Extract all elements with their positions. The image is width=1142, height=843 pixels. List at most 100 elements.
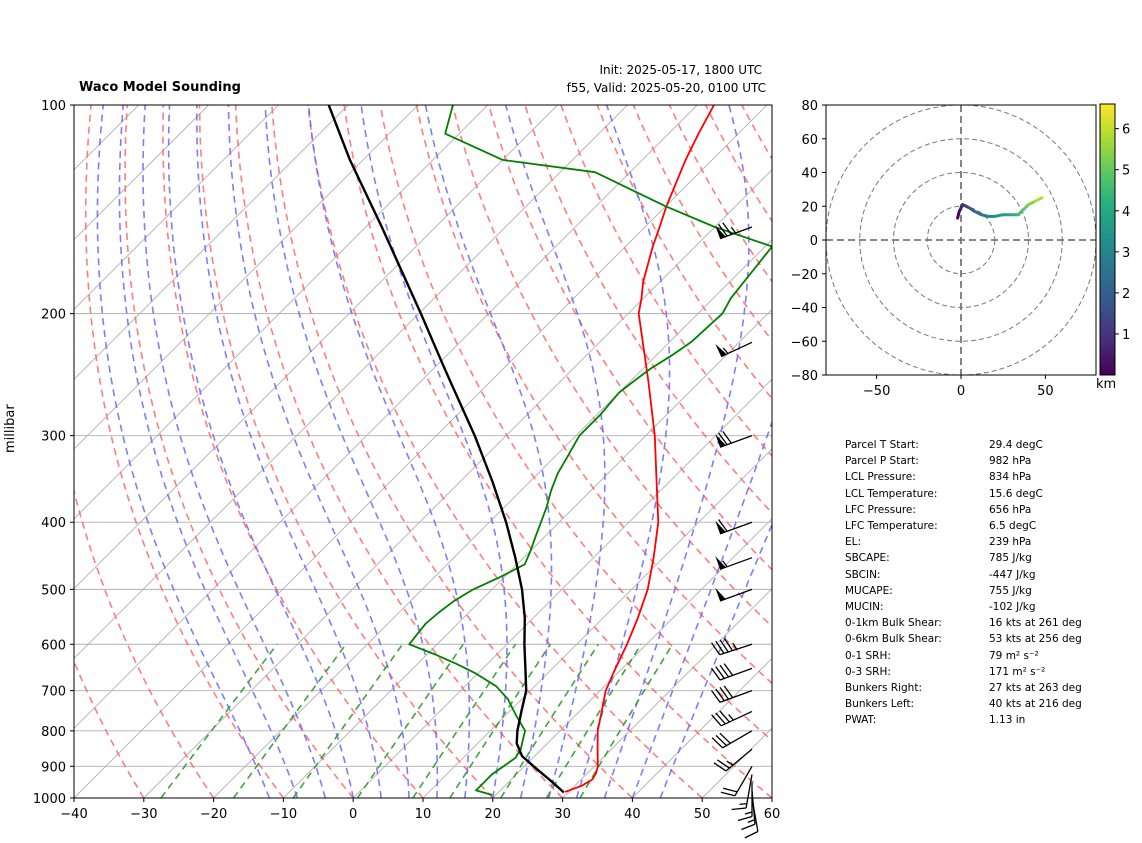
valid-time: f55, Valid: 2025-05-20, 0100 UTC	[566, 81, 766, 95]
dry-adiabat	[84, 105, 285, 798]
mixing-ratio-line	[579, 643, 674, 798]
param-row: Bunkers Left: 40 kts at 216 deg	[845, 696, 1082, 712]
x-tick-label: 10	[415, 807, 432, 822]
param-label: LCL Temperature:	[845, 487, 938, 500]
param-value: 79 m² s⁻²	[989, 649, 1039, 662]
wind-barb	[710, 685, 753, 703]
param-label: LFC Pressure:	[845, 503, 916, 516]
isotherm-line	[561, 587, 772, 798]
param-label: SBCIN:	[845, 568, 881, 581]
moist-adiabat	[424, 105, 553, 798]
x-tick-label: 20	[485, 807, 502, 822]
init-time: Init: 2025-05-17, 1800 UTC	[599, 63, 762, 77]
isotherm-line	[74, 105, 489, 520]
isotherm-line	[74, 105, 629, 660]
param-label: PWAT:	[845, 714, 877, 727]
moist-adiabat	[264, 105, 439, 798]
wind-barb	[731, 774, 753, 811]
moist-adiabat	[575, 105, 671, 798]
hodo-y-tick-label: 0	[810, 234, 818, 249]
moist-adiabat	[118, 105, 299, 798]
moist-adiabat	[659, 522, 772, 798]
dry-adiabat	[451, 105, 772, 628]
param-row: MUCIN: -102 J/kg	[845, 599, 1082, 615]
y-tick-label: 600	[41, 638, 66, 653]
wind-barb	[715, 556, 753, 570]
param-row: PWAT: 1.13 in	[845, 712, 1082, 728]
x-tick-label: 0	[349, 807, 357, 822]
isotherm-line	[143, 169, 772, 798]
moist-adiabat	[631, 419, 772, 798]
x-tick-label: 40	[624, 807, 641, 822]
hodograph-segment	[1033, 196, 1044, 203]
isotherm-line	[74, 105, 419, 450]
isotherm-line	[631, 657, 772, 798]
param-row: LCL Pressure: 834 hPa	[845, 469, 1082, 485]
dry-adiabat	[343, 105, 772, 798]
param-label: Bunkers Right:	[845, 682, 922, 695]
param-label: Parcel T Start:	[845, 439, 919, 451]
moist-adiabat	[96, 105, 271, 798]
param-label: MUCIN:	[845, 601, 884, 614]
moist-adiabat	[227, 105, 410, 798]
chart-title: Waco Model Sounding	[79, 80, 241, 95]
y-tick-label: 700	[41, 685, 66, 700]
dry-adiabat	[124, 105, 354, 798]
hodo-y-tick-label: −80	[791, 369, 818, 384]
wind-barb	[715, 587, 753, 602]
param-value: -447 J/kg	[989, 568, 1036, 581]
hodo-y-tick-label: 80	[801, 99, 818, 114]
dewpoint-profile	[408, 105, 772, 796]
dry-adiabat	[487, 105, 772, 571]
isotherm-line	[74, 105, 698, 729]
mixing-ratio-line	[232, 643, 347, 798]
param-row: 0-6km Bulk Shear: 53 kts at 256 deg	[845, 631, 1082, 647]
moist-adiabat	[504, 105, 606, 798]
y-tick-label: 300	[41, 430, 66, 445]
y-tick-label: 800	[41, 725, 66, 740]
param-row: Parcel T Start: 29.4 degC	[845, 437, 1082, 453]
y-tick-label: 900	[41, 760, 66, 775]
moist-adiabat	[603, 105, 750, 798]
wind-barb	[720, 765, 753, 797]
param-value: 40 kts at 216 deg	[989, 698, 1082, 711]
param-row: MUCAPE: 755 J/kg	[845, 583, 1082, 599]
param-label: MUCAPE:	[845, 584, 893, 597]
x-tick-label: 30	[554, 807, 571, 822]
param-value: 29.4 degC	[989, 439, 1043, 451]
moist-adiabat	[167, 105, 354, 798]
sounding-parameters-table: Parcel T Start: 29.4 degC Parcel P Start: 9…	[845, 437, 1082, 729]
dry-adiabat	[560, 105, 772, 458]
wind-barb	[710, 663, 753, 681]
param-value: 53 kts at 256 deg	[989, 633, 1082, 646]
isotherm-line	[212, 238, 772, 798]
hodo-y-tick-label: −60	[791, 335, 818, 350]
hodo-y-tick-label: −20	[791, 268, 818, 283]
param-value: 656 hPa	[989, 503, 1032, 516]
mixing-ratio-line	[412, 643, 517, 798]
colorbar-tick-label: 2	[1122, 287, 1130, 302]
colorbar-tick-label: 3	[1122, 246, 1130, 261]
param-row: SBCIN: -447 J/kg	[845, 567, 1082, 583]
hodograph-plot-area	[826, 105, 1096, 375]
hodograph-colorbar-label: km	[1096, 377, 1117, 392]
isotherm-line	[492, 518, 772, 798]
param-label: 0-1km Bulk Shear:	[845, 617, 942, 630]
param-label: SBCAPE:	[845, 552, 890, 565]
hodo-x-tick-label: 0	[957, 384, 965, 399]
mixing-ratio-line	[160, 643, 278, 798]
dry-adiabat	[307, 105, 703, 798]
colorbar-tick-label: 5	[1122, 164, 1130, 179]
x-tick-label: 60	[764, 807, 781, 822]
parcel-profile	[327, 105, 565, 794]
wind-barb	[711, 730, 753, 749]
wind-barb	[715, 431, 753, 448]
hodo-x-tick-label: 50	[1037, 384, 1054, 399]
isotherm-line	[74, 105, 280, 311]
y-tick-label: 100	[41, 99, 66, 114]
param-label: 0-6km Bulk Shear:	[845, 633, 942, 646]
param-value: 982 hPa	[989, 455, 1032, 468]
colorbar-tick-label: 4	[1122, 205, 1130, 220]
hodo-y-tick-label: −40	[791, 302, 818, 317]
